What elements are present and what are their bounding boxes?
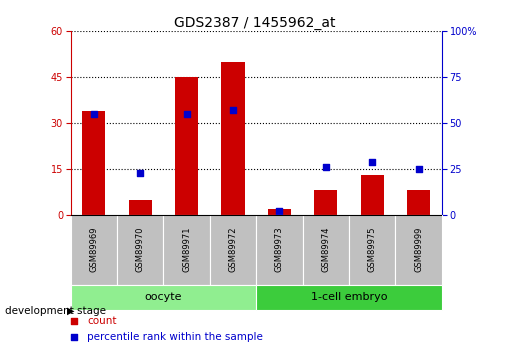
Point (322, 164, 330, 170)
Point (286, 280, 294, 285)
Bar (117, 215, 164, 285)
Bar (71, 285, 257, 310)
Bar (210, 215, 257, 285)
Text: GSM89974: GSM89974 (321, 227, 330, 273)
Bar (302, 215, 349, 285)
Text: GSM89972: GSM89972 (229, 227, 237, 273)
Bar (314, 190, 337, 215)
Bar (129, 199, 152, 215)
Point (368, 159, 376, 164)
Bar (349, 215, 395, 285)
Bar (407, 190, 430, 215)
Bar (82, 111, 106, 215)
Text: count: count (87, 316, 117, 326)
Point (415, 166, 423, 171)
Text: ▶: ▶ (67, 306, 75, 315)
Point (229, 107, 237, 113)
Point (90, 111, 98, 117)
Point (286, 136, 294, 141)
Bar (268, 209, 291, 215)
Text: 1-cell embryo: 1-cell embryo (311, 292, 387, 302)
Point (275, 208, 283, 214)
Text: GSM89999: GSM89999 (414, 227, 423, 272)
Text: GDS2387 / 1455962_at: GDS2387 / 1455962_at (174, 16, 336, 30)
Point (183, 111, 191, 117)
Point (136, 170, 144, 175)
Bar (175, 77, 198, 215)
Text: oocyte: oocyte (145, 292, 182, 302)
Text: GSM89970: GSM89970 (136, 227, 145, 273)
Text: percentile rank within the sample: percentile rank within the sample (87, 332, 263, 342)
Text: GSM89971: GSM89971 (182, 227, 191, 273)
Bar (164, 215, 210, 285)
Bar (257, 285, 442, 310)
Bar (71, 215, 117, 285)
Text: GSM89973: GSM89973 (275, 227, 284, 273)
Bar (395, 215, 442, 285)
Text: GSM89969: GSM89969 (89, 227, 98, 273)
Bar (222, 62, 245, 215)
Text: GSM89975: GSM89975 (368, 227, 377, 273)
Bar (361, 175, 384, 215)
Text: development stage: development stage (5, 306, 106, 315)
Bar (257, 215, 302, 285)
